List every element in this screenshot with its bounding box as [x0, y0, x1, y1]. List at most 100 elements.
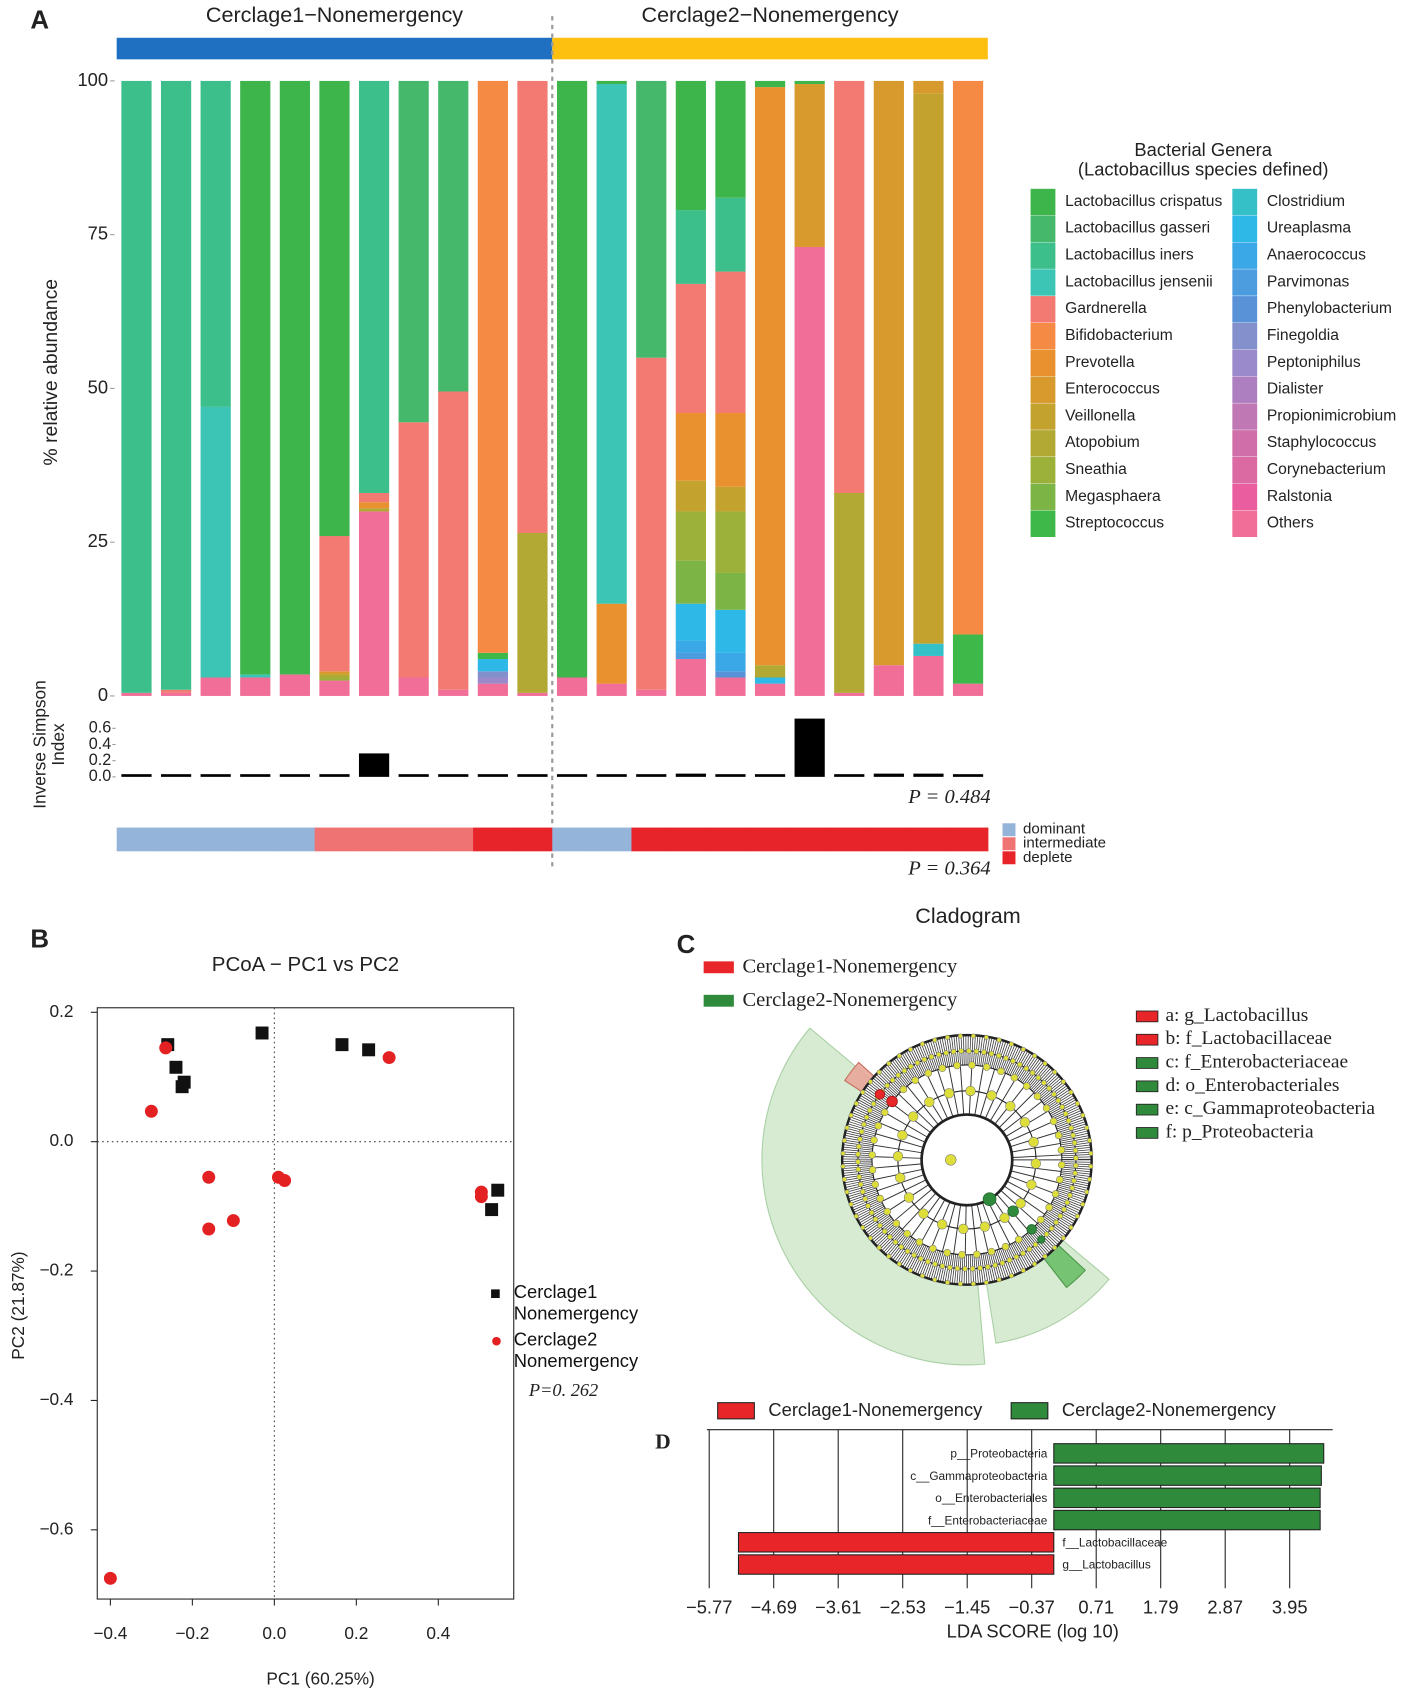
branch	[989, 1078, 1017, 1122]
branch	[1043, 1087, 1069, 1106]
legend-swatch	[1030, 242, 1056, 269]
node	[1003, 1055, 1009, 1061]
y-tick-label: −0.6	[39, 1518, 73, 1538]
bar-segment	[754, 683, 786, 696]
state-cell	[750, 827, 791, 852]
bar-segment	[517, 80, 548, 533]
legend-swatch	[1030, 349, 1056, 377]
node	[982, 1063, 991, 1071]
point	[226, 1214, 240, 1228]
bar-segment	[596, 80, 627, 84]
group-bar	[552, 37, 988, 60]
branch	[971, 1204, 978, 1255]
bar-segment	[675, 560, 706, 604]
node	[1062, 1111, 1069, 1117]
branch	[1008, 1120, 1054, 1142]
bar-segment	[794, 246, 825, 696]
node	[1071, 1140, 1078, 1146]
legend-label: Lactobacillus jensenii	[1065, 273, 1213, 290]
node	[1010, 1073, 1019, 1082]
node	[841, 1176, 847, 1182]
bar-segment	[715, 197, 746, 272]
bar	[737, 1532, 1055, 1553]
state-cell	[275, 827, 316, 852]
node	[1005, 1101, 1016, 1112]
state-cell	[869, 827, 910, 852]
bar-segment	[319, 674, 350, 678]
ring	[920, 1113, 1014, 1207]
node	[848, 1113, 854, 1118]
node	[904, 1248, 911, 1255]
bar-segment	[675, 413, 706, 481]
node	[997, 1067, 1005, 1075]
node	[886, 1253, 892, 1259]
node	[983, 1280, 989, 1285]
legend-swatch	[1232, 269, 1258, 296]
bar	[556, 774, 588, 777]
branch	[959, 1065, 965, 1115]
bar-segment	[675, 659, 706, 696]
branch	[1012, 1154, 1062, 1159]
bar-segment	[477, 652, 508, 660]
point	[202, 1222, 216, 1236]
legend-title: (Lactobacillus species defined)	[1078, 158, 1329, 179]
node	[870, 1101, 877, 1107]
legend-title: Bacterial Genera	[1134, 139, 1272, 160]
node	[899, 1085, 908, 1094]
node	[958, 1048, 964, 1054]
node	[1060, 1079, 1066, 1085]
node	[988, 1050, 995, 1057]
node	[1051, 1091, 1057, 1098]
node	[1068, 1225, 1074, 1230]
legend-swatch	[1030, 510, 1056, 538]
node	[1043, 1231, 1050, 1237]
bar-segment	[319, 680, 350, 696]
node	[855, 1143, 862, 1150]
node	[908, 1063, 914, 1070]
branch	[1010, 1170, 1060, 1184]
bar-segment	[279, 80, 310, 675]
plot-frame	[96, 1007, 515, 1600]
bar-segment	[715, 609, 746, 653]
node	[855, 1166, 862, 1173]
bar-segment	[834, 492, 865, 693]
state-cell	[908, 827, 949, 852]
state-cell	[116, 827, 157, 852]
y-tick-label: 0.0	[50, 1130, 74, 1150]
node	[966, 1048, 972, 1054]
node	[986, 1090, 997, 1101]
branch	[1061, 1161, 1091, 1163]
node	[856, 1174, 863, 1180]
bar-segment	[438, 391, 469, 690]
bar-segment	[794, 83, 825, 247]
node	[1051, 1190, 1060, 1198]
node	[861, 1121, 867, 1128]
group-bar	[116, 37, 553, 60]
node	[962, 1266, 968, 1272]
annotation: P = 0.484	[907, 786, 990, 808]
ring	[871, 1064, 1063, 1256]
bar-segment	[754, 677, 786, 684]
x-tick-label: 3.95	[1272, 1597, 1308, 1618]
branch	[987, 1252, 996, 1281]
node	[973, 1048, 980, 1055]
figure-content: A B C D 0 25 50 75 100 % relative abundance Ce…	[8, 2, 1396, 1689]
bar-segment	[319, 536, 350, 672]
bar	[834, 774, 865, 777]
legend-label: Dialister	[1267, 381, 1323, 398]
branch	[926, 1073, 949, 1120]
node	[969, 1265, 976, 1272]
node	[938, 1064, 947, 1072]
node	[1048, 1225, 1055, 1232]
branch	[942, 1252, 949, 1282]
node	[1035, 1074, 1042, 1081]
state-cell	[948, 827, 989, 852]
legend-label: Clostridium	[1267, 193, 1345, 210]
point	[202, 1170, 216, 1184]
x-tick-label: 0.0	[262, 1623, 286, 1643]
clade-swatch	[1135, 1080, 1159, 1093]
node	[901, 1067, 908, 1074]
legend-swatch	[1232, 188, 1258, 216]
bar-segment	[873, 80, 904, 666]
node	[1041, 1080, 1047, 1086]
